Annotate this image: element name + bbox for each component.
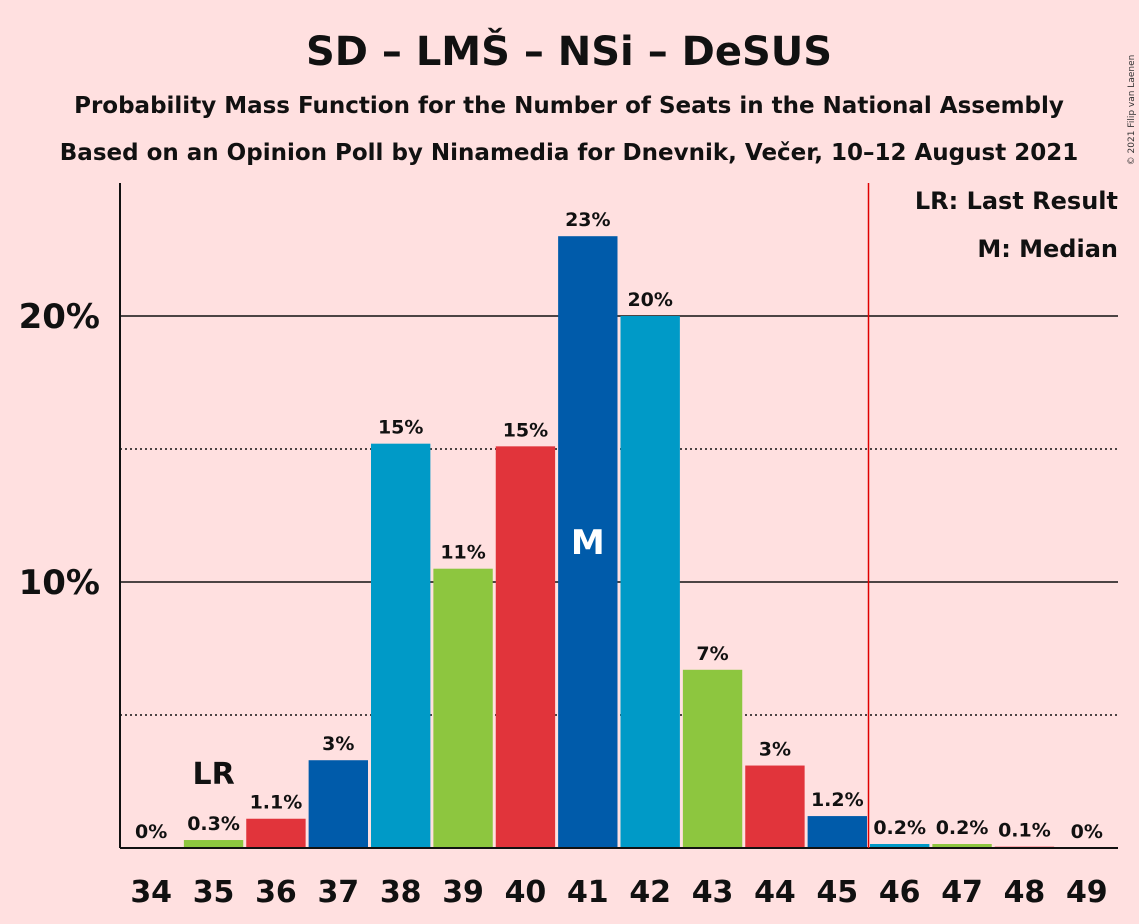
y-tick-label: 10% [19, 563, 100, 603]
bar [807, 816, 867, 848]
x-tick-label: 35 [193, 875, 235, 910]
data-label: 1.2% [811, 789, 864, 811]
axes [119, 183, 1118, 849]
x-tick-label: 47 [941, 875, 983, 910]
median-marker: M [571, 523, 605, 563]
bar [558, 236, 618, 848]
data-label: 15% [378, 417, 423, 439]
data-labels: 0% 34 0.3% 35 1.1% 36 3% 37 15% 38 11% 39 15% 40 23% 41… [130, 209, 1107, 910]
x-tick-label: 45 [816, 875, 858, 910]
data-label: 0.3% [187, 813, 240, 835]
bar [308, 760, 368, 848]
legend-median: M: Median [977, 235, 1118, 263]
bar [183, 840, 244, 848]
data-label: 20% [627, 289, 672, 311]
bar [745, 765, 805, 848]
x-tick-label: 34 [130, 875, 172, 910]
x-tick-label: 46 [879, 875, 921, 910]
x-tick-label: 44 [754, 875, 796, 910]
bar [495, 446, 556, 848]
bar [371, 443, 431, 848]
legend-last-result: LR: Last Result [915, 187, 1118, 215]
bars [183, 236, 1055, 848]
data-label: 3% [759, 739, 791, 761]
x-tick-label: 40 [505, 875, 547, 910]
x-tick-label: 38 [380, 875, 422, 910]
data-label: 15% [503, 419, 548, 441]
data-label: 0% [135, 821, 167, 843]
data-label: 0.1% [998, 820, 1051, 842]
x-tick-label: 49 [1066, 875, 1108, 910]
x-tick-label: 48 [1004, 875, 1046, 910]
data-label: 0% [1071, 821, 1103, 843]
copyright-text: © 2021 Filip van Laenen [1127, 55, 1137, 166]
bar [246, 818, 306, 848]
x-tick-label: 37 [317, 875, 359, 910]
gridlines: 10% 20% [19, 297, 1118, 716]
bar [620, 316, 680, 848]
chart-subtitle-2: Based on an Opinion Poll by Ninamedia fo… [60, 140, 1078, 166]
y-tick-label: 20% [19, 297, 100, 337]
data-label: 7% [696, 643, 728, 665]
data-label: 11% [440, 542, 485, 564]
bar [870, 844, 930, 848]
x-tick-label: 41 [567, 875, 609, 910]
chart-title: SD – LMŠ – NSi – DeSUS [306, 27, 832, 75]
data-label: 3% [322, 733, 354, 755]
x-tick-label: 36 [255, 875, 297, 910]
x-tick-label: 43 [692, 875, 734, 910]
data-label: 0.2% [873, 817, 926, 839]
bar [932, 844, 992, 848]
x-tick-label: 39 [442, 875, 484, 910]
data-label: 23% [565, 209, 610, 231]
bar [682, 669, 743, 848]
bar [433, 568, 493, 848]
x-tick-label: 42 [629, 875, 671, 910]
data-label: 0.2% [936, 817, 989, 839]
chart-subtitle-1: Probability Mass Function for the Number… [74, 93, 1064, 119]
data-label: 1.1% [250, 792, 303, 814]
last-result-marker: LR [192, 757, 234, 792]
